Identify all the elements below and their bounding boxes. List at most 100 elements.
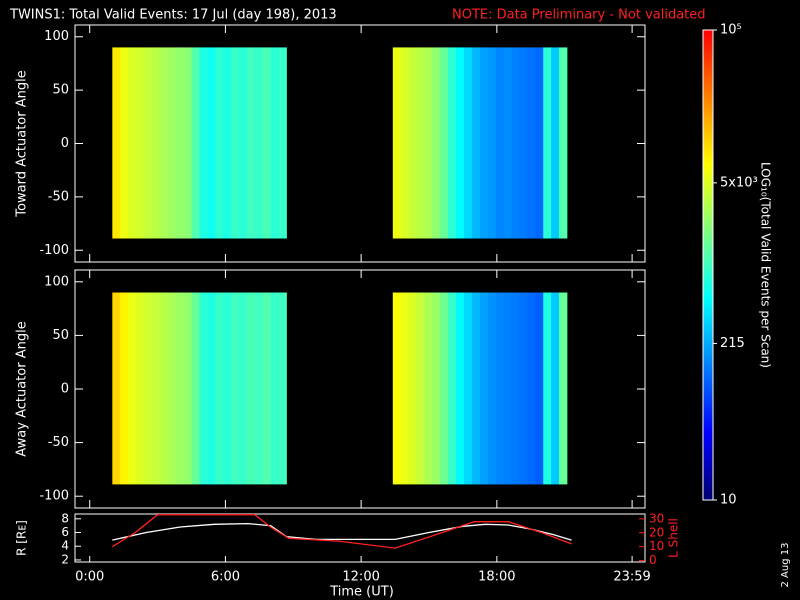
spectrogram-cell: [270, 292, 279, 485]
spectrogram-cell: [143, 292, 153, 485]
x-tick-label: 12:00: [342, 570, 379, 585]
spectrogram-cell: [159, 47, 169, 239]
spectrogram-cell: [440, 292, 449, 485]
spectrogram-cell: [448, 47, 457, 239]
spectrogram-cell: [471, 292, 481, 485]
y-tick-label: 100: [44, 29, 69, 44]
spectrogram-cell: [167, 292, 177, 485]
spectrogram-cell: [495, 292, 505, 485]
y2-axis-label: L Shell: [667, 518, 681, 558]
spectrogram-cell: [183, 292, 192, 485]
spectrogram-cell: [128, 47, 137, 239]
spectrogram-cell: [112, 47, 121, 239]
spectrogram-cell: [535, 292, 544, 485]
spectrogram-cell: [559, 47, 568, 239]
spectrogram-cell: [416, 47, 425, 239]
spectrogram-cell: [495, 47, 505, 239]
spectrogram-cell: [432, 47, 441, 239]
spectrogram-cell: [408, 47, 417, 239]
spectrogram-cell: [511, 47, 520, 239]
spectrogram-cell: [120, 292, 129, 485]
y-tick-label: -100: [39, 489, 69, 504]
y-tick-label: 6: [61, 525, 69, 539]
spectrogram-cell: [254, 292, 264, 485]
side-text: 2 Aug 13: [780, 543, 791, 588]
spectrogram-cell: [503, 47, 512, 239]
spectrogram-cell: [479, 47, 489, 239]
colorbar-tick-label: 10⁵: [720, 23, 742, 38]
spectrogram-cell: [191, 292, 200, 485]
spectrogram-cell: [262, 47, 272, 239]
spectrogram-cell: [151, 292, 161, 485]
spectrogram-cell: [456, 292, 465, 485]
spectrogram-cell: [527, 47, 536, 239]
spectrogram-cell: [238, 292, 248, 485]
spectrogram-cell: [231, 47, 240, 239]
spectrogram-cell: [543, 47, 552, 239]
spectrogram-cell: [112, 292, 121, 485]
spectrogram-cell: [519, 47, 528, 239]
spectrogram-cell: [519, 292, 528, 485]
spectrogram-cell: [456, 47, 465, 239]
y-tick-label: 0: [61, 382, 69, 397]
spectrogram-cell: [503, 292, 512, 485]
panel-frame: [74, 513, 646, 563]
spectrogram-cell: [223, 47, 232, 239]
spectrogram-cell: [464, 292, 473, 485]
spectrogram-cell: [199, 292, 208, 485]
y-tick-label: 4: [61, 539, 69, 553]
spectrogram-cell: [416, 292, 425, 485]
spectrogram-cell: [527, 292, 536, 485]
spectrogram-cell: [175, 47, 184, 239]
y2-tick-label: 10: [649, 539, 664, 553]
chart-title: TWINS1: Total Valid Events: 17 Jul (day …: [9, 8, 337, 23]
spectrogram-cell: [392, 47, 402, 239]
y-tick-label: -50: [48, 189, 69, 204]
colorbar: [702, 29, 714, 501]
spectrogram-cell: [167, 47, 177, 239]
spectrogram-cell: [559, 292, 568, 485]
spectrogram-cell: [128, 292, 137, 485]
y-axis-label: R [Rᴇ]: [15, 520, 29, 556]
spectrogram-cell: [136, 47, 145, 239]
y-tick-label: 0: [61, 136, 69, 151]
spectrogram-cell: [551, 47, 560, 239]
y-tick-label: 8: [61, 511, 69, 525]
spectrogram-cell: [223, 292, 232, 485]
spectrogram-cell: [278, 47, 287, 239]
spectrogram-cell: [400, 47, 410, 239]
spectrogram-cell: [487, 47, 497, 239]
orbit-line: [112, 522, 572, 541]
spectrogram-cell: [199, 47, 208, 239]
colorbar-tick-label: 215: [720, 336, 745, 351]
colorbar-tick-label: 5x10³: [720, 175, 758, 190]
colorbar-tick-label: 10: [720, 493, 737, 508]
spectrogram-cell: [120, 47, 129, 239]
spectrogram-cell: [464, 47, 473, 239]
spectrogram-cell: [246, 292, 256, 485]
spectrogram-cell: [191, 47, 200, 239]
x-tick-label: 18:00: [478, 570, 515, 585]
spectrogram-cell: [440, 47, 449, 239]
spectrogram-cell: [424, 292, 433, 485]
y-axis-label: Toward Actuator Angle: [15, 70, 30, 217]
y2-tick-label: 30: [649, 511, 664, 525]
spectrogram-cell: [215, 292, 224, 485]
spectrogram-cell: [400, 292, 410, 485]
spectrogram-cell: [448, 292, 457, 485]
y-tick-label: 50: [52, 83, 69, 98]
orbit-line: [111, 514, 572, 549]
spectrogram-cell: [215, 47, 224, 239]
spectrogram-cell: [487, 292, 497, 485]
y-axis-label: Away Actuator Angle: [15, 321, 30, 456]
x-tick-label: 6:00: [211, 570, 240, 585]
spectrogram-cell: [238, 47, 248, 239]
colorbar-label: LOG₁₀(Total Valid Events per Scan): [759, 162, 773, 368]
spectrogram-cell: [408, 292, 417, 485]
spectrogram-cell: [543, 292, 552, 485]
spectrogram-cell: [262, 292, 272, 485]
y-tick-label: -50: [48, 435, 69, 450]
spectrogram-cell: [270, 47, 279, 239]
spectrogram-cell: [246, 47, 256, 239]
